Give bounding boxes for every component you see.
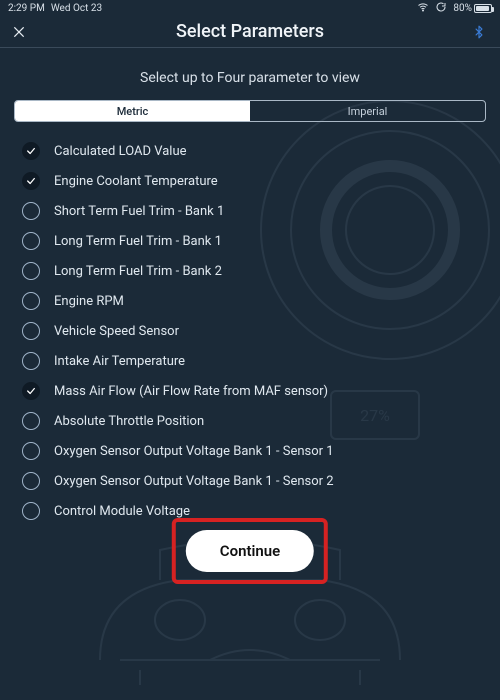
close-icon[interactable] <box>10 23 28 41</box>
parameter-row[interactable]: Oxygen Sensor Output Voltage Bank 1 - Se… <box>22 436 478 466</box>
parameter-label: Short Term Fuel Trim - Bank 1 <box>54 204 224 219</box>
parameter-label: Oxygen Sensor Output Voltage Bank 1 - Se… <box>54 444 334 459</box>
parameter-list: Calculated LOAD Value Engine Coolant Temp… <box>0 136 500 526</box>
parameter-label: Engine RPM <box>54 294 124 309</box>
checkbox-checked-icon[interactable] <box>22 382 40 400</box>
parameter-row[interactable]: Absolute Throttle Position <box>22 406 478 436</box>
parameter-row[interactable]: Long Term Fuel Trim - Bank 2 <box>22 256 478 286</box>
checkbox-unchecked-icon[interactable] <box>22 502 40 520</box>
checkbox-unchecked-icon[interactable] <box>22 202 40 220</box>
page-subtitle: Select up to Four parameter to view <box>0 70 500 86</box>
parameter-label: Long Term Fuel Trim - Bank 1 <box>54 234 222 249</box>
status-time: 2:29 PM <box>8 3 45 14</box>
parameter-label: Control Module Voltage <box>54 504 190 519</box>
parameter-row[interactable]: Intake Air Temperature <box>22 346 478 376</box>
continue-button[interactable]: Continue <box>186 530 314 572</box>
continue-button-wrap: Continue <box>172 518 328 584</box>
parameter-row[interactable]: Vehicle Speed Sensor <box>22 316 478 346</box>
parameter-label: Oxygen Sensor Output Voltage Bank 1 - Se… <box>54 474 334 489</box>
checkbox-unchecked-icon[interactable] <box>22 232 40 250</box>
checkbox-unchecked-icon[interactable] <box>22 352 40 370</box>
parameter-label: Intake Air Temperature <box>54 354 185 369</box>
battery-indicator: 80% <box>453 3 492 14</box>
checkbox-unchecked-icon[interactable] <box>22 472 40 490</box>
parameter-label: Vehicle Speed Sensor <box>54 324 179 339</box>
unit-option-metric[interactable]: Metric <box>15 101 250 121</box>
unit-segmented-control: MetricImperial <box>14 100 486 122</box>
checkbox-unchecked-icon[interactable] <box>22 292 40 310</box>
checkbox-unchecked-icon[interactable] <box>22 322 40 340</box>
parameter-label: Long Term Fuel Trim - Bank 2 <box>54 264 222 279</box>
checkbox-checked-icon[interactable] <box>22 142 40 160</box>
unit-option-imperial[interactable]: Imperial <box>250 101 485 121</box>
battery-percent: 80% <box>453 3 472 14</box>
parameter-row[interactable]: Mass Air Flow (Air Flow Rate from MAF se… <box>22 376 478 406</box>
parameter-label: Calculated LOAD Value <box>54 144 187 159</box>
bluetooth-icon[interactable] <box>472 23 490 41</box>
parameter-label: Absolute Throttle Position <box>54 414 204 429</box>
checkbox-unchecked-icon[interactable] <box>22 442 40 460</box>
parameter-label: Engine Coolant Temperature <box>54 174 218 189</box>
page-title: Select Parameters <box>176 21 324 42</box>
parameter-label: Mass Air Flow (Air Flow Rate from MAF se… <box>54 384 328 399</box>
parameter-row[interactable]: Oxygen Sensor Output Voltage Bank 1 - Se… <box>22 466 478 496</box>
continue-highlight-box: Continue <box>172 518 328 584</box>
parameter-row[interactable]: Long Term Fuel Trim - Bank 1 <box>22 226 478 256</box>
status-date: Wed Oct 23 <box>51 3 102 14</box>
wifi-icon <box>417 1 429 16</box>
sync-icon <box>435 1 447 16</box>
checkbox-unchecked-icon[interactable] <box>22 262 40 280</box>
status-bar: 2:29 PM Wed Oct 23 80% <box>0 0 500 16</box>
checkbox-unchecked-icon[interactable] <box>22 412 40 430</box>
parameter-row[interactable]: Engine RPM <box>22 286 478 316</box>
parameter-row[interactable]: Calculated LOAD Value <box>22 136 478 166</box>
title-bar: Select Parameters <box>0 16 500 48</box>
parameter-row[interactable]: Short Term Fuel Trim - Bank 1 <box>22 196 478 226</box>
checkbox-checked-icon[interactable] <box>22 172 40 190</box>
parameter-row[interactable]: Engine Coolant Temperature <box>22 166 478 196</box>
